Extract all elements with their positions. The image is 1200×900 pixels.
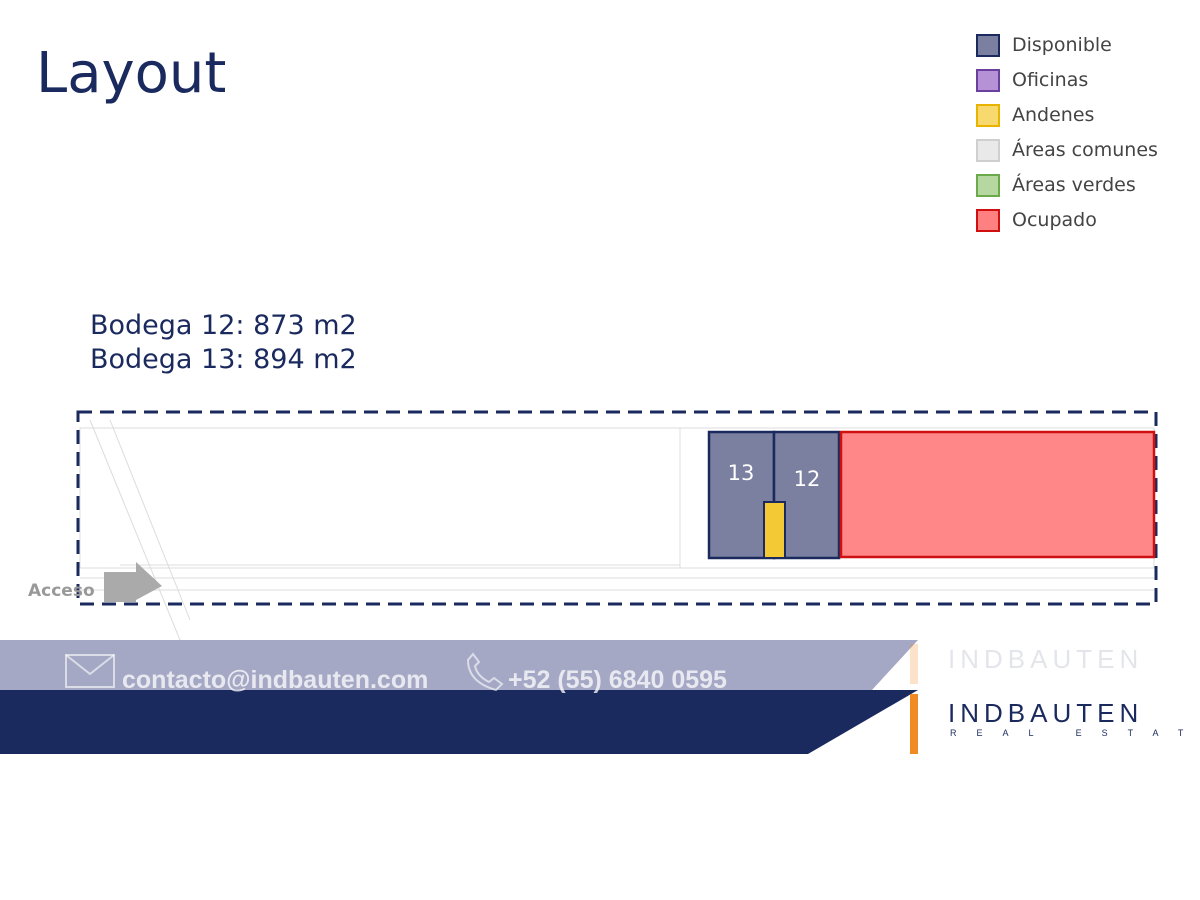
access-label: Acceso xyxy=(28,581,95,601)
legend-label: Áreas verdes xyxy=(1012,173,1136,196)
legend-swatch xyxy=(976,139,1000,162)
logo-name: INDBAUTEN xyxy=(948,698,1143,728)
site-plan: 13 12 Acceso xyxy=(28,410,1158,641)
accent-bar-faded xyxy=(910,644,918,684)
footer-email: contacto@indbauten.com xyxy=(122,666,428,694)
legend-label: Áreas comunes xyxy=(1012,138,1158,161)
phone-icon xyxy=(466,652,504,692)
legend-swatch xyxy=(976,34,1000,57)
legend-swatch xyxy=(976,69,1000,92)
site-boundary xyxy=(76,410,1158,606)
legend-swatch xyxy=(976,174,1000,197)
unit-label: 13 xyxy=(728,461,755,485)
logo-faded: INDBAUTEN xyxy=(948,644,1143,674)
access-arrow xyxy=(104,562,162,602)
footer-band-dark xyxy=(0,690,918,754)
title: Layout xyxy=(36,41,226,106)
description-line: Bodega 12: 873 m2 xyxy=(90,310,357,341)
legend-label: Ocupado xyxy=(1012,209,1097,231)
footer-band-light xyxy=(0,640,918,690)
legend: Disponible Oficinas Andenes Áreas comune… xyxy=(976,34,1158,232)
legend-label: Disponible xyxy=(1012,34,1112,56)
legend-label: Oficinas xyxy=(1012,69,1088,91)
accent-bar xyxy=(910,694,918,754)
mail-icon xyxy=(65,654,115,676)
logo-tagline: REAL ESTATE xyxy=(950,728,1200,738)
legend-swatch xyxy=(976,209,1000,232)
unit-label: 12 xyxy=(794,467,821,491)
footer-phone: +52 (55) 6840 0595 xyxy=(508,666,727,694)
legend-label: Andenes xyxy=(1012,104,1094,126)
mail-icon xyxy=(65,654,115,688)
legend-swatch xyxy=(976,104,1000,127)
unit-occupied xyxy=(839,430,1156,559)
footer: contacto@indbauten.com +52 (55) 6840 059… xyxy=(0,640,1200,754)
description-line: Bodega 13: 894 m2 xyxy=(90,344,357,375)
dock xyxy=(763,501,786,559)
